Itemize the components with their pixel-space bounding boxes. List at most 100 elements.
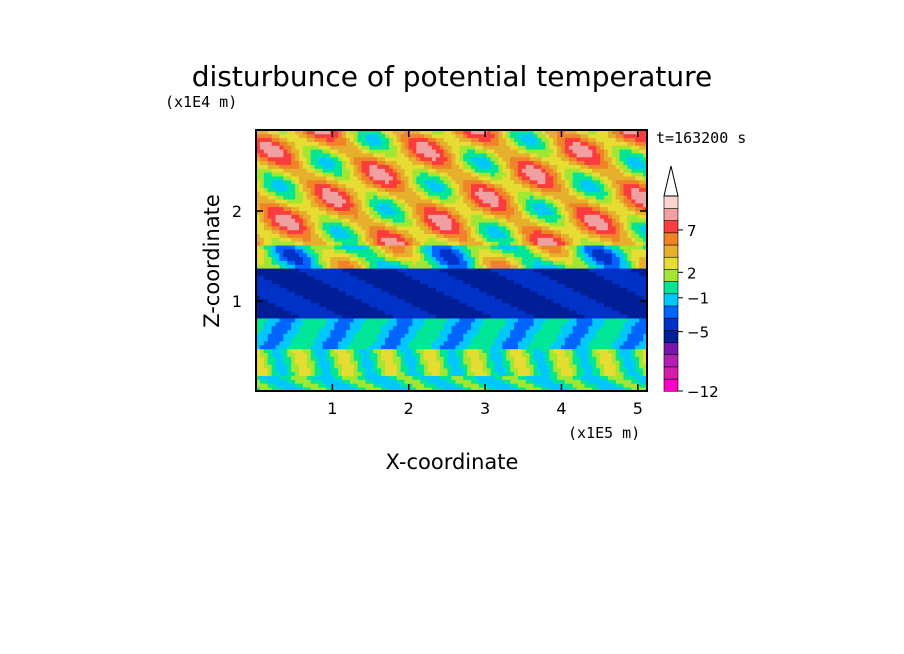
field-cell xyxy=(431,333,437,338)
field-cell xyxy=(318,298,323,304)
field-cell xyxy=(428,272,433,277)
field-cell xyxy=(271,264,276,269)
field-cell xyxy=(349,287,355,292)
field-cell xyxy=(404,306,409,311)
field-cell xyxy=(478,199,484,204)
field-cell xyxy=(643,245,648,250)
field-cell xyxy=(482,252,488,258)
field-cell xyxy=(541,352,546,357)
field-cell xyxy=(381,256,386,261)
field-cell xyxy=(345,222,351,227)
field-cell xyxy=(451,333,456,338)
field-cell xyxy=(299,233,304,238)
field-cell xyxy=(494,375,499,380)
field-cell xyxy=(494,344,499,350)
field-cell xyxy=(342,199,347,204)
field-cell xyxy=(291,275,296,281)
field-cell xyxy=(533,206,538,211)
field-cell xyxy=(564,310,570,315)
field-cell xyxy=(482,295,488,300)
field-cell xyxy=(486,218,491,223)
field-cell xyxy=(643,375,648,380)
field-cell xyxy=(502,321,507,327)
field-cell xyxy=(533,352,538,357)
field-cell xyxy=(639,341,644,346)
field-cell xyxy=(584,352,589,357)
field-cell xyxy=(627,367,632,373)
field-cell xyxy=(592,360,597,365)
field-cell xyxy=(478,202,484,208)
time-label: t=163200 s xyxy=(656,129,746,147)
field-cell xyxy=(287,371,292,377)
field-cell xyxy=(478,318,484,323)
field-cell xyxy=(439,371,445,377)
field-cell xyxy=(271,341,276,346)
field-cell xyxy=(564,302,570,307)
field-cell xyxy=(631,348,636,354)
field-cell xyxy=(431,310,437,315)
field-cell xyxy=(388,298,394,304)
field-cell xyxy=(435,337,441,342)
field-cell xyxy=(400,214,405,219)
field-cell xyxy=(560,291,566,296)
field-cell xyxy=(451,375,456,380)
field-cell xyxy=(263,268,269,273)
field-cell xyxy=(443,287,448,292)
field-cell xyxy=(619,248,624,254)
field-cell xyxy=(361,225,366,231)
field-cell xyxy=(396,302,402,307)
field-cell xyxy=(529,199,535,204)
field-cell xyxy=(365,248,370,254)
field-cell xyxy=(459,222,464,227)
field-cell xyxy=(279,371,284,377)
field-cell xyxy=(611,237,617,242)
field-cell xyxy=(416,233,421,238)
field-cell xyxy=(572,337,578,342)
field-cell xyxy=(463,364,468,369)
field-cell xyxy=(549,341,554,346)
field-cell xyxy=(533,252,538,258)
field-cell xyxy=(385,256,390,261)
field-cell xyxy=(424,283,429,288)
field-cell xyxy=(373,260,378,265)
field-cell xyxy=(584,264,589,269)
field-cell xyxy=(517,283,523,288)
field-cell xyxy=(517,256,523,261)
field-cell xyxy=(643,352,648,357)
field-cell xyxy=(287,367,292,373)
field-cell xyxy=(603,306,609,311)
field-cell xyxy=(299,272,304,277)
field-cell xyxy=(592,295,597,300)
field-cell xyxy=(514,325,519,330)
field-cell xyxy=(392,248,398,254)
field-cell xyxy=(564,225,570,231)
field-cell xyxy=(385,371,390,377)
field-cell xyxy=(533,279,538,284)
field-cell xyxy=(545,287,550,292)
field-cell xyxy=(490,237,495,242)
field-cell xyxy=(310,356,316,361)
field-cell xyxy=(365,218,370,223)
field-cell xyxy=(381,237,386,242)
field-cell xyxy=(345,329,351,334)
field-cell xyxy=(635,337,640,342)
field-cell xyxy=(615,325,621,330)
field-cell xyxy=(357,264,362,269)
field-cell xyxy=(385,272,390,277)
field-cell xyxy=(529,337,535,342)
field-cell xyxy=(349,341,355,346)
field-cell xyxy=(299,321,304,327)
field-cell xyxy=(603,264,609,269)
field-cell xyxy=(471,325,476,330)
field-cell xyxy=(400,268,405,273)
field-cell xyxy=(349,291,355,296)
field-cell xyxy=(568,222,574,227)
field-cell xyxy=(494,252,499,258)
field-cell xyxy=(553,298,558,304)
field-cell xyxy=(439,225,445,231)
field-cell xyxy=(365,360,370,365)
field-cell xyxy=(322,287,327,292)
field-cell xyxy=(549,279,554,284)
field-cell xyxy=(342,287,347,292)
field-cell xyxy=(576,268,581,273)
